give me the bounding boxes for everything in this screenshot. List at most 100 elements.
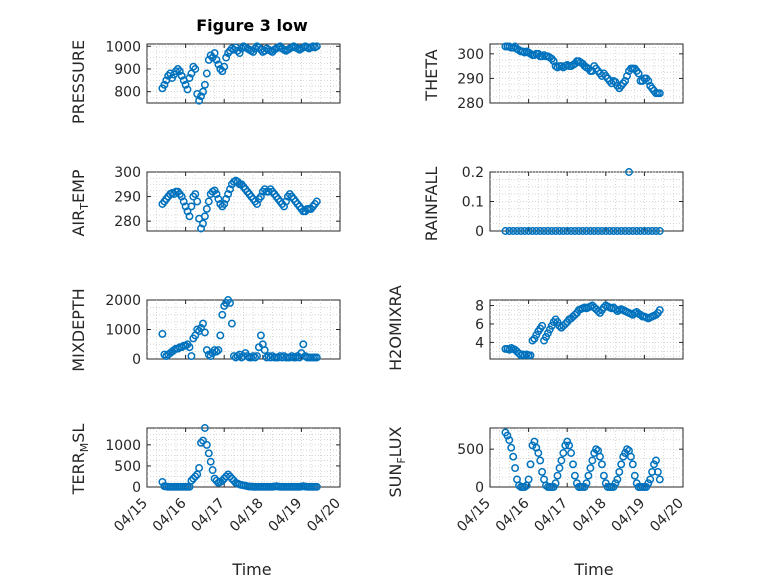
data-point <box>210 49 219 58</box>
data-point <box>501 227 510 235</box>
data-point <box>590 449 599 457</box>
data-point <box>227 474 236 483</box>
data-point <box>216 65 225 73</box>
data-point <box>173 344 182 353</box>
data-point <box>570 227 579 235</box>
data-point <box>601 227 610 235</box>
data-point <box>609 483 618 491</box>
data-point <box>524 227 533 235</box>
data-point <box>590 227 599 235</box>
data-point <box>520 227 529 235</box>
data-point <box>199 87 207 96</box>
data-point <box>513 227 521 235</box>
y-tick-label: 0 <box>475 480 484 496</box>
data-point <box>191 472 200 481</box>
data-point <box>561 320 570 328</box>
data-point <box>570 471 579 480</box>
data-point <box>199 319 207 328</box>
data-point <box>505 227 514 235</box>
data-point <box>543 227 552 235</box>
x-tick-label: 04/19 <box>266 495 306 535</box>
data-point <box>187 352 196 361</box>
data-point <box>557 456 566 465</box>
data-point <box>187 202 196 211</box>
data-point <box>632 227 641 235</box>
data-point <box>256 331 265 340</box>
data-point <box>628 460 637 469</box>
x-tick-label: 04/15 <box>454 495 494 535</box>
data-point <box>538 467 547 476</box>
y-tick-label: 0 <box>132 480 141 496</box>
x-tick-label: 04/17 <box>188 495 228 535</box>
data-point <box>212 55 221 64</box>
data-point <box>212 347 221 356</box>
data-point <box>160 80 169 89</box>
data-point <box>549 483 558 491</box>
data-point <box>655 306 664 315</box>
data-point <box>253 352 261 361</box>
axes-rainfall: 0 0.1 0.2 <box>462 165 684 240</box>
y-tick-label: 500 <box>457 442 484 458</box>
data-point <box>574 227 583 235</box>
data-point <box>555 464 564 473</box>
data-point <box>312 197 321 206</box>
data-point <box>202 204 211 213</box>
x-tick-label: 04/18 <box>227 495 267 535</box>
data-point <box>617 460 626 469</box>
y-tick-label: 0.2 <box>462 165 484 181</box>
data-point <box>177 71 186 80</box>
ylabel-pressure: PRESSURE <box>69 40 88 124</box>
data-point <box>636 227 645 235</box>
data-point <box>206 457 215 466</box>
data-point <box>204 350 213 359</box>
data-point <box>175 67 184 76</box>
data-point <box>312 482 321 491</box>
ylabel-rainfall: RAINFALL <box>422 167 441 242</box>
ylabel-theta: THETA <box>422 49 441 101</box>
data-point <box>299 340 308 349</box>
data-point <box>218 310 227 319</box>
y-tick-label: 6 <box>475 317 484 333</box>
data-point <box>609 227 618 235</box>
data-point <box>260 346 269 355</box>
y-tick-label: 300 <box>114 165 141 181</box>
data-point <box>185 343 194 352</box>
data-point <box>538 321 547 330</box>
data-point <box>199 436 207 445</box>
data-point <box>563 227 572 235</box>
data-point <box>640 227 649 235</box>
data-point <box>565 441 574 450</box>
data-point <box>507 443 516 452</box>
data-point <box>652 227 660 235</box>
data-point <box>570 310 579 319</box>
data-point <box>202 440 211 449</box>
data-point <box>532 227 541 235</box>
data-point <box>553 471 562 480</box>
axes-h2omixra: 4 6 8 <box>475 299 684 360</box>
y-tick-label: 290 <box>114 190 141 206</box>
axes-pressure: 800 900 1000 <box>105 39 341 105</box>
data-point <box>197 324 205 332</box>
data-point <box>596 452 604 461</box>
data-point <box>652 310 660 319</box>
data-point <box>584 471 593 480</box>
data-point <box>222 53 231 62</box>
data-point <box>536 227 545 235</box>
y-tick-label: 800 <box>114 85 141 101</box>
y-tick-label: 1000 <box>105 438 141 454</box>
data-point <box>220 62 229 71</box>
ylabel-terr-msl: TERRMSL <box>69 424 91 496</box>
x-tick-label: 04/15 <box>111 495 151 535</box>
data-point <box>644 76 653 85</box>
data-point <box>195 96 204 105</box>
data-point <box>625 227 633 235</box>
x-tick-label: 04/18 <box>570 495 610 535</box>
data-point <box>630 471 639 480</box>
data-point <box>183 85 192 94</box>
xlabel-left: Time <box>231 560 271 579</box>
data-point <box>578 227 587 235</box>
data-point <box>503 431 512 440</box>
data-point <box>634 69 643 78</box>
data-point <box>549 57 558 66</box>
y-tick-label: 1000 <box>105 39 141 55</box>
